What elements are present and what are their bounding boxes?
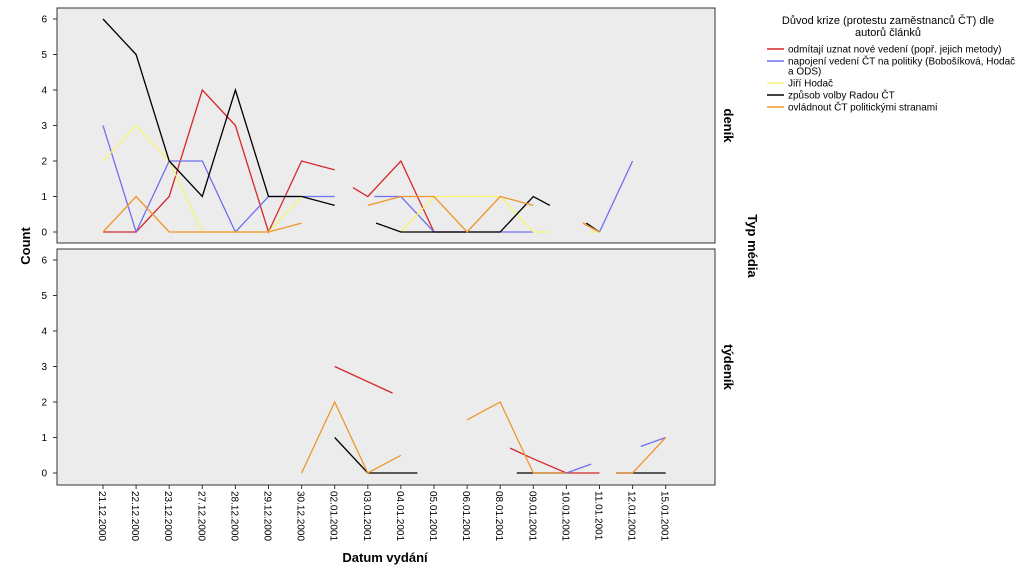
x-axis-ticks: 21.12.2000 22.12.2000 23.12.2000 27.12.2000… [96,485,670,541]
panel-tydenik: 0 1 2 3 4 5 6 týdeník [41,248,736,486]
x-axis-title: Datum vydání [342,550,428,565]
y-tick-label: 6 [41,15,47,26]
legend-title: Důvod krize (protestu zaměstnanců ČT) dl… [782,14,994,27]
legend-item: způsob volby Radou ČT [767,89,895,102]
series-line-0 [334,365,393,394]
x-tick-label: 11.01.2001 [593,491,604,541]
x-tick-label: 23.12.2000 [162,491,173,541]
legend-label: odmítají uznat nové vedení (popř. jejich… [788,45,1001,56]
series-line-4 [102,195,302,233]
x-tick-label: 03.01.2001 [361,491,372,541]
y-tick-label: 1 [41,433,47,444]
legend: Důvod krize (protestu zaměstnanců ČT) dl… [767,14,1015,114]
panel-plot-area [56,7,716,244]
series-line-4 [301,400,402,474]
panel-plot-area [56,248,716,486]
x-tick-label: 12.01.2001 [626,491,637,541]
x-tick-label: 22.12.2000 [129,491,140,541]
x-tick-label: 05.01.2001 [427,491,438,541]
x-tick-label: 09.01.2001 [526,491,537,541]
series-line-1 [566,463,592,474]
series-line-3 [102,18,335,207]
y-axis-title: Count [18,227,33,265]
x-tick-label: 27.12.2000 [195,491,206,541]
y-tick-label: 4 [41,327,47,338]
y-tick-label: 6 [41,256,47,267]
legend-label: ovládnout ČT politickými stranami [788,101,937,114]
x-tick-label: 02.01.2001 [328,491,339,541]
series-line-0 [509,447,600,474]
legend-item: odmítají uznat nové vedení (popř. jejich… [767,45,1001,56]
x-tick-label: 30.12.2000 [295,491,306,541]
y-tick-label: 2 [41,157,47,168]
x-tick-label: 28.12.2000 [228,491,239,541]
legend-label: způsob volby Radou ČT [788,89,895,102]
x-tick-label: 10.01.2001 [559,491,570,541]
panel-axis-title: Typ média [745,214,760,278]
series-line-1 [598,160,634,233]
series-line-0 [103,88,335,234]
series-line-4 [466,401,567,474]
series-line-2 [400,195,550,233]
series-line-4 [367,195,534,233]
y-tick-label: 2 [41,398,47,409]
y-tick-label: 3 [41,362,47,373]
y-tick-label: 3 [41,121,47,132]
x-tick-label: 29.12.2000 [262,491,273,541]
legend-label: napojení vedení ČT na politiky (Bobošíko… [788,55,1015,68]
legend-item: Jiří Hodač [767,79,833,90]
series-line-3 [334,437,418,474]
x-tick-label: 21.12.2000 [96,491,107,541]
legend-item: ovládnout ČT politickými stranami [767,101,937,114]
x-tick-label: 08.01.2001 [493,491,504,541]
x-tick-label: 06.01.2001 [460,491,471,541]
legend-label: Jiří Hodač [788,79,833,90]
series-line-1 [640,436,666,448]
y-tick-label: 5 [41,50,47,61]
panels-layer: 0 1 2 3 4 5 6 deník 0 1 2 3 4 5 6 týdeník [41,7,736,486]
y-tick-label: 0 [41,228,47,239]
y-tick-label: 5 [41,291,47,302]
legend-title: autorů článků [855,27,921,39]
panel-label: deník [721,109,736,144]
panel-label: týdeník [721,344,736,390]
x-tick-label: 15.01.2001 [659,491,670,541]
y-tick-label: 0 [41,469,47,480]
series-line-4 [582,222,600,233]
panel-denik: 0 1 2 3 4 5 6 deník [41,7,736,244]
legend-label: a ODS) [788,67,821,78]
x-tick-label: 04.01.2001 [394,491,405,541]
y-tick-label: 1 [41,192,47,203]
legend-item: napojení vedení ČT na politiky (Bobošíko… [767,55,1015,78]
series-line-4 [616,437,667,474]
y-tick-label: 4 [41,86,47,97]
